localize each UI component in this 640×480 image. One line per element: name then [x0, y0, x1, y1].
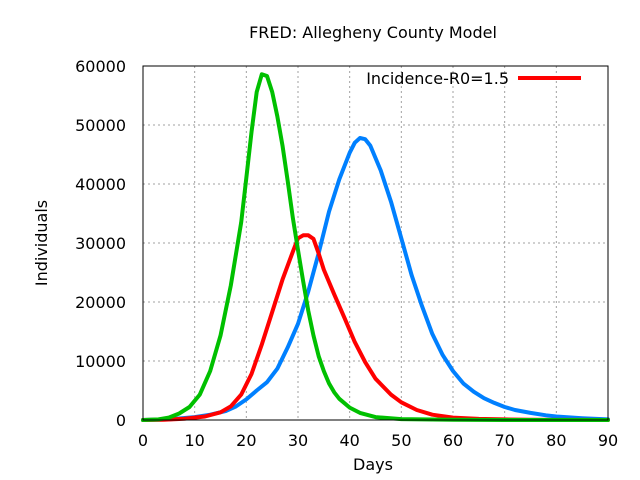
x-tick-label: 70: [494, 431, 514, 450]
x-tick-label: 60: [443, 431, 463, 450]
x-tick-label: 50: [391, 431, 411, 450]
y-tick-label: 40000: [75, 175, 126, 194]
x-tick-label: 30: [288, 431, 308, 450]
x-tick-label: 20: [236, 431, 256, 450]
x-tick-label: 0: [138, 431, 148, 450]
grid-lines: [143, 66, 608, 420]
x-tick-label: 90: [598, 431, 618, 450]
y-tick-label: 0: [116, 411, 126, 430]
y-tick-labels: 0 10000 20000 30000 40000 50000 60000: [75, 57, 126, 430]
x-axis-title: Days: [353, 455, 393, 474]
y-axis-title: Individuals: [32, 200, 51, 286]
y-tick-label: 10000: [75, 352, 126, 371]
chart-title: FRED: Allegheny County Model: [249, 23, 497, 42]
series-lines: [141, 72, 610, 422]
legend: Incidence-R0=1.5: [366, 69, 581, 88]
y-tick-label: 60000: [75, 57, 126, 76]
plot-frame: [142, 65, 609, 421]
legend-label: Incidence-R0=1.5: [366, 69, 509, 88]
series-line-0: [141, 233, 610, 422]
x-tick-label: 40: [339, 431, 359, 450]
series-line-2: [141, 136, 610, 422]
x-tick-label: 80: [546, 431, 566, 450]
x-tick-labels: 0 10 20 30 40 50 60 70 80 90: [138, 431, 618, 450]
y-tick-label: 50000: [75, 116, 126, 135]
y-tick-label: 30000: [75, 234, 126, 253]
x-tick-label: 10: [184, 431, 204, 450]
y-tick-label: 20000: [75, 293, 126, 312]
series-line-1: [141, 72, 610, 422]
